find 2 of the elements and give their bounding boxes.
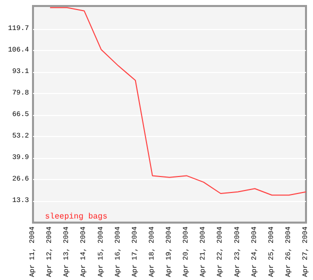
line-series (50, 7, 306, 196)
text: sleeping bags (45, 212, 108, 222)
